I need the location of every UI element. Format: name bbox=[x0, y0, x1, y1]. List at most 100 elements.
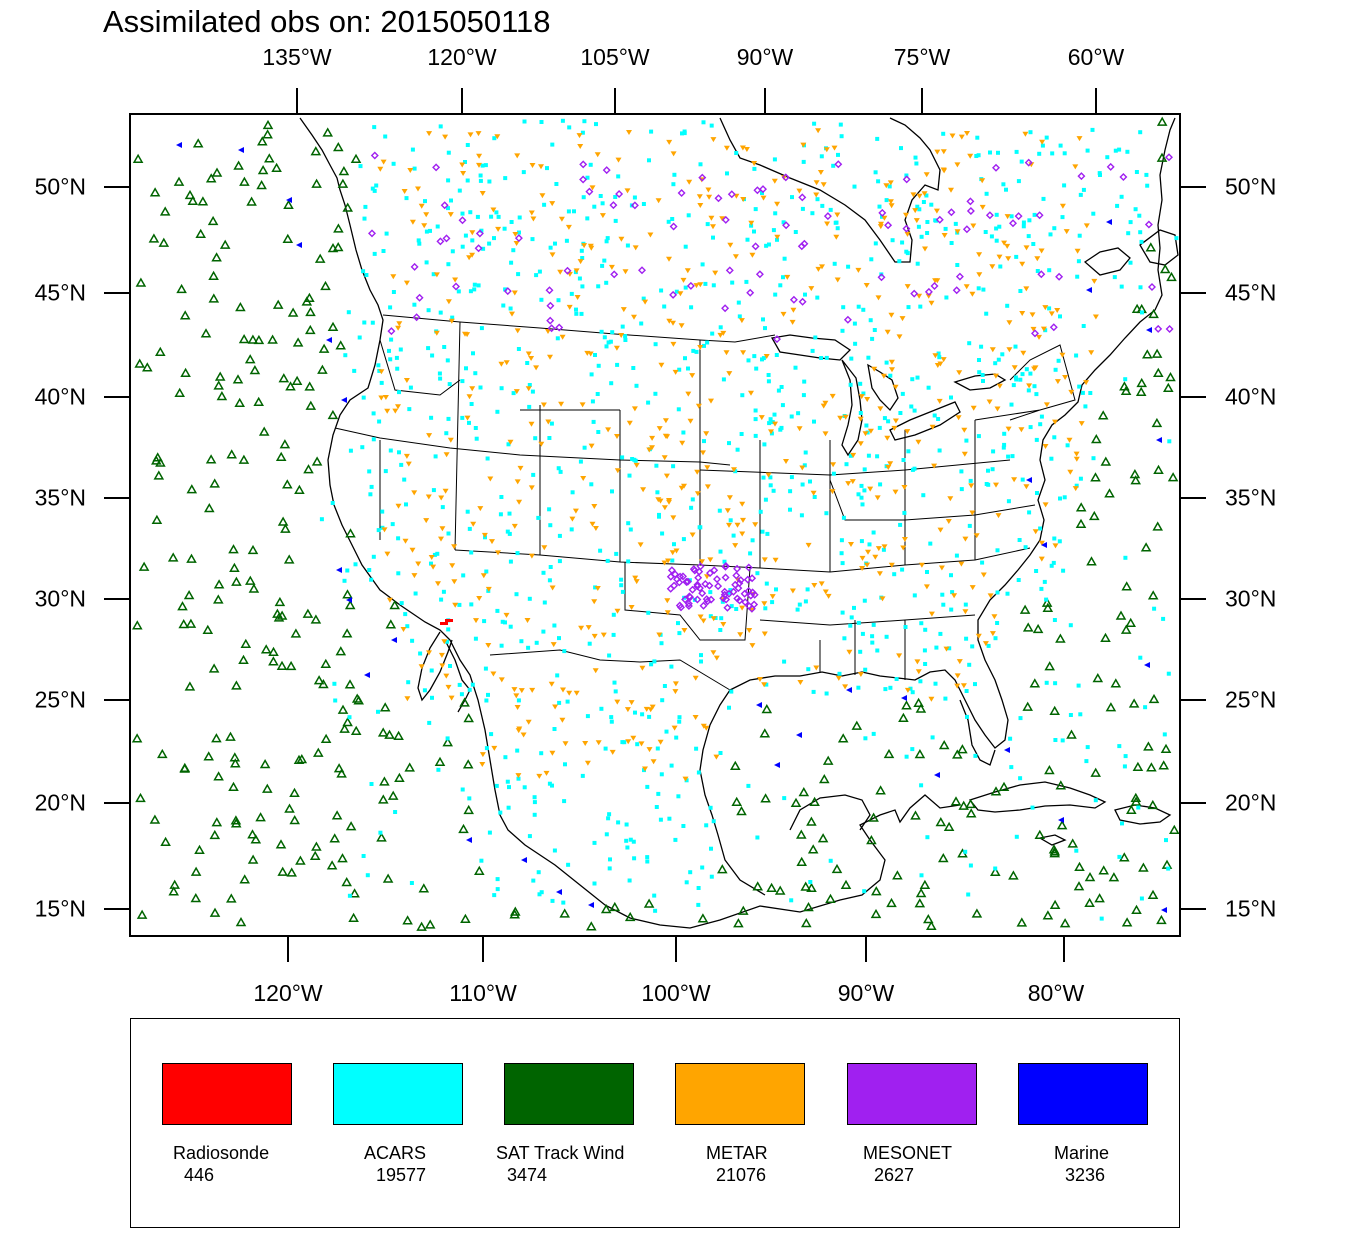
metar-marker bbox=[511, 523, 518, 529]
metar-marker bbox=[584, 760, 591, 766]
acars-marker bbox=[998, 264, 1003, 269]
sat-track-wind-marker bbox=[1119, 381, 1130, 391]
metar-marker bbox=[411, 490, 418, 496]
metar-marker bbox=[916, 193, 923, 199]
acars-marker bbox=[802, 379, 807, 384]
acars-marker bbox=[554, 182, 559, 186]
metar-marker bbox=[964, 131, 970, 136]
acars-marker bbox=[1052, 618, 1057, 622]
acars-marker bbox=[835, 226, 840, 231]
acars-marker bbox=[363, 204, 368, 209]
sat-track-wind-marker bbox=[717, 864, 728, 874]
acars-marker bbox=[670, 217, 675, 221]
acars-marker bbox=[871, 530, 876, 535]
metar-marker bbox=[378, 395, 385, 401]
acars-marker bbox=[416, 238, 421, 243]
acars-marker bbox=[396, 536, 401, 541]
acars-marker bbox=[346, 310, 351, 315]
metar-marker bbox=[395, 503, 402, 509]
sat-track-wind-marker bbox=[509, 909, 520, 919]
sat-track-wind-marker bbox=[276, 660, 288, 670]
metar-marker bbox=[520, 732, 527, 738]
metar-marker bbox=[989, 264, 996, 270]
metar-marker bbox=[867, 486, 874, 492]
metar-marker bbox=[626, 130, 632, 135]
mesonet-marker bbox=[458, 216, 467, 225]
acars-marker bbox=[509, 220, 514, 224]
acars-marker bbox=[941, 602, 946, 607]
metar-marker bbox=[720, 622, 727, 627]
acars-marker bbox=[365, 873, 370, 878]
metar-marker bbox=[435, 581, 441, 587]
acars-marker bbox=[993, 361, 998, 366]
sat-track-wind-marker bbox=[943, 821, 955, 832]
acars-marker bbox=[606, 816, 611, 821]
sat-track-wind-marker bbox=[280, 523, 291, 533]
metar-marker bbox=[872, 554, 879, 560]
acars-marker bbox=[485, 456, 490, 461]
acars-marker bbox=[914, 161, 919, 166]
sat-track-wind-marker bbox=[458, 823, 469, 834]
acars-marker bbox=[430, 695, 434, 700]
acars-marker bbox=[539, 120, 544, 124]
sat-track-wind-marker bbox=[264, 153, 275, 163]
sat-track-wind-marker bbox=[342, 716, 353, 727]
acars-marker bbox=[418, 651, 423, 656]
acars-marker bbox=[921, 493, 926, 498]
metar-marker bbox=[934, 278, 941, 284]
acars-marker bbox=[779, 425, 784, 430]
acars-marker bbox=[388, 305, 393, 310]
metar-marker bbox=[1038, 540, 1045, 546]
acars-marker bbox=[728, 588, 733, 593]
metar-marker bbox=[887, 199, 894, 205]
acars-marker bbox=[846, 264, 851, 269]
marine-marker bbox=[756, 702, 762, 708]
acars-marker bbox=[848, 453, 853, 458]
acars-marker bbox=[469, 550, 474, 555]
acars-marker bbox=[605, 558, 610, 563]
acars-marker bbox=[986, 482, 991, 487]
sat-track-wind-marker bbox=[320, 280, 331, 291]
acars-marker bbox=[609, 381, 614, 386]
acars-marker bbox=[1164, 838, 1168, 843]
metar-marker bbox=[968, 483, 975, 489]
acars-marker bbox=[541, 629, 546, 634]
metar-marker bbox=[498, 677, 505, 683]
metar-marker bbox=[864, 397, 871, 402]
acars-marker bbox=[897, 259, 902, 264]
acars-marker bbox=[1065, 443, 1070, 448]
acars-marker bbox=[883, 687, 888, 692]
acars-marker bbox=[871, 731, 876, 736]
metar-marker bbox=[664, 610, 671, 616]
sat-track-wind-marker bbox=[305, 306, 316, 317]
acars-marker bbox=[926, 385, 931, 390]
sat-track-wind-marker bbox=[1066, 729, 1077, 739]
sat-track-wind-marker bbox=[169, 879, 180, 889]
acars-marker bbox=[479, 228, 484, 233]
metar-marker bbox=[628, 605, 635, 610]
sat-track-wind-marker bbox=[738, 905, 749, 915]
sat-track-wind-marker bbox=[302, 608, 314, 618]
acars-marker bbox=[881, 547, 886, 552]
acars-marker bbox=[806, 667, 811, 672]
sat-track-wind-marker bbox=[149, 187, 161, 197]
acars-marker bbox=[819, 154, 824, 159]
metar-marker bbox=[830, 462, 837, 468]
acars-marker bbox=[691, 348, 696, 353]
metar-marker bbox=[624, 707, 631, 713]
acars-marker bbox=[507, 531, 512, 536]
acars-marker bbox=[928, 541, 933, 546]
acars-marker bbox=[530, 237, 535, 242]
acars-marker bbox=[377, 419, 382, 424]
metar-marker bbox=[513, 241, 520, 246]
sat-track-wind-marker bbox=[837, 733, 849, 743]
acars-marker bbox=[352, 368, 357, 373]
metar-marker bbox=[941, 233, 948, 238]
acars-marker bbox=[831, 471, 836, 476]
metar-marker bbox=[859, 566, 866, 571]
acars-marker bbox=[788, 489, 793, 494]
acars-marker bbox=[771, 488, 776, 493]
metar-marker bbox=[547, 354, 553, 360]
acars-marker bbox=[955, 263, 960, 267]
sat-track-wind-marker bbox=[1145, 242, 1157, 252]
